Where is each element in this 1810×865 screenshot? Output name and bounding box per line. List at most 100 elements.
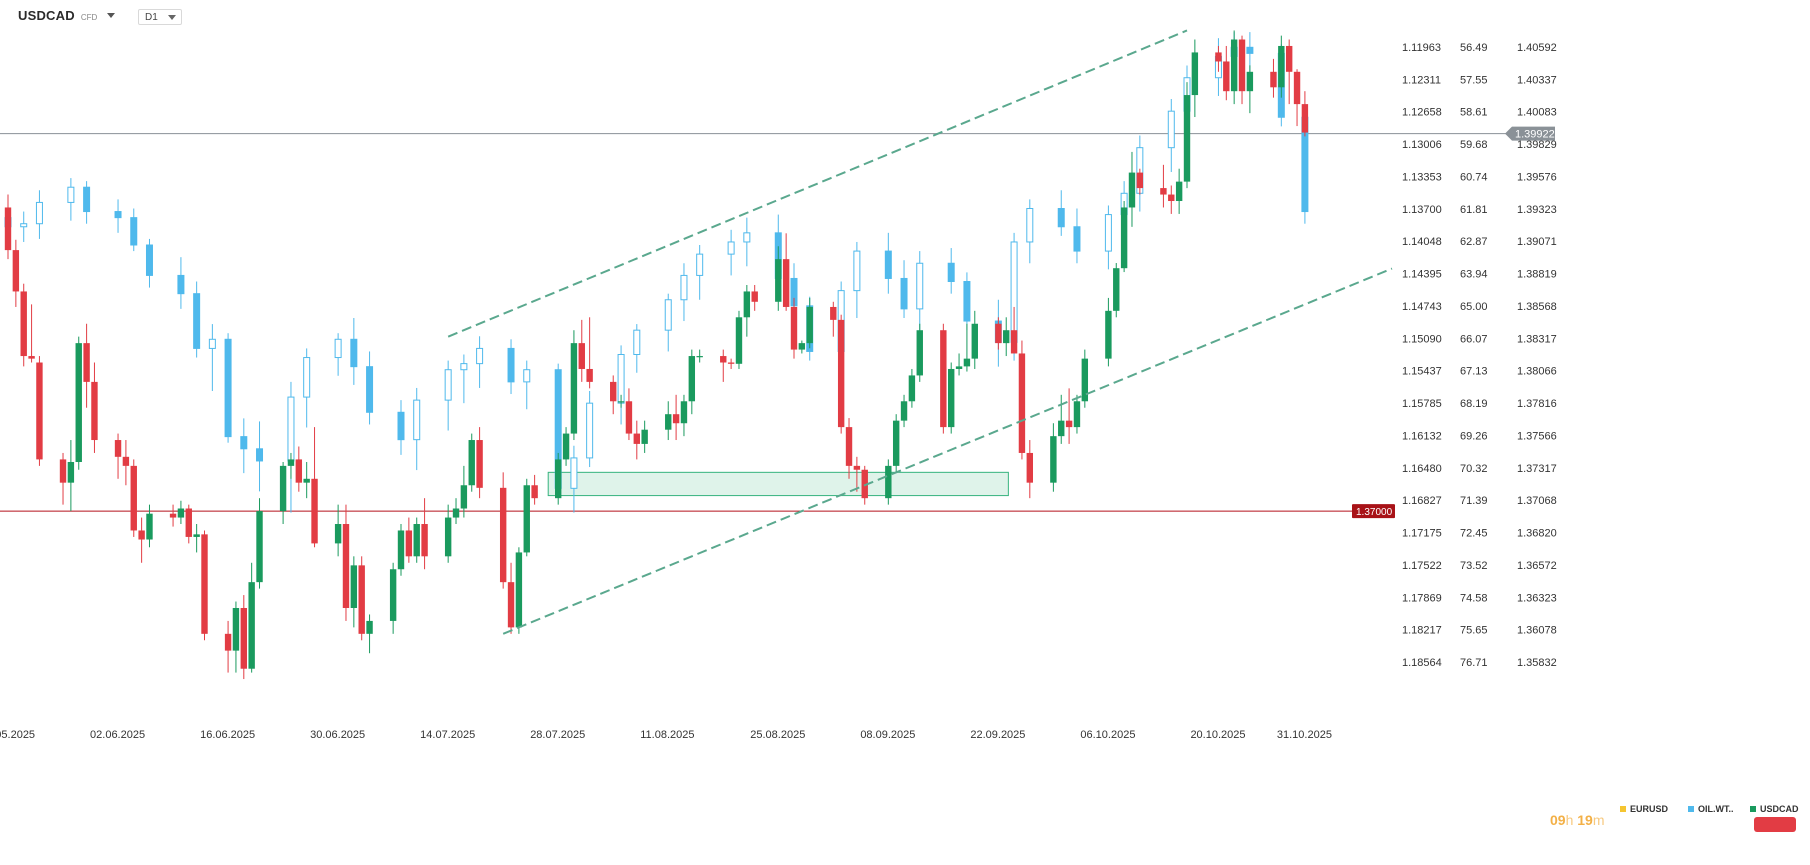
usdcad-candle: [1191, 52, 1199, 96]
oil-tick-label: 66.07: [1460, 333, 1488, 345]
eurusd-tick-label: 1.12658: [1402, 107, 1442, 119]
oil-candle: [303, 357, 311, 398]
oil-tick-label: 68.19: [1460, 398, 1488, 410]
oil-candle: [476, 347, 484, 365]
usdcad-candle: [287, 459, 295, 466]
usdcad-candle: [1223, 61, 1230, 92]
usdcad-candle: [240, 607, 247, 669]
oil-candle: [586, 402, 594, 459]
usdcad-candle: [4, 207, 12, 251]
oil-candle: [397, 411, 405, 441]
usdcad-candle: [1050, 436, 1057, 483]
x-tick-label: 25.08.2025: [750, 729, 805, 741]
usdcad-candle: [122, 456, 130, 466]
eurusd-tick-label: 1.18217: [1402, 625, 1442, 637]
chevron-down-icon[interactable]: [107, 13, 116, 18]
usdcad-candle: [916, 330, 923, 376]
oil-tick-label: 65.00: [1460, 301, 1488, 313]
usdcad-candle: [1168, 194, 1175, 202]
eurusd-tick-label: 1.16480: [1402, 463, 1442, 475]
usdcad-tick-label: 1.35832: [1517, 657, 1557, 669]
oil-candle: [350, 338, 358, 368]
x-tick-label: 30.06.2025: [310, 729, 365, 741]
oil-candle: [287, 396, 295, 462]
usdcad-candle: [114, 440, 122, 457]
chevron-down-icon[interactable]: [168, 15, 176, 20]
usdcad-candle: [130, 465, 137, 531]
x-tick-label: 16.06.2025: [200, 729, 255, 741]
usdcad-candle: [523, 485, 530, 553]
level-tag-label: 1.37000: [1356, 507, 1393, 518]
level-tag: [1352, 504, 1395, 519]
oil-candle: [256, 448, 264, 462]
oil-tick-label: 72.45: [1460, 528, 1488, 540]
usdcad-tick-label: 1.38066: [1517, 366, 1557, 378]
oil-candle: [853, 250, 861, 292]
usdcad-tick-label: 1.37068: [1517, 495, 1557, 507]
usdcad-candle: [169, 513, 177, 518]
usdcad-candle: [1246, 71, 1254, 92]
eurusd-tick-label: 1.13006: [1402, 139, 1442, 151]
eurusd-tick-label: 1.13353: [1402, 171, 1442, 183]
oil-candle: [366, 366, 374, 413]
eurusd-tick-label: 1.16827: [1402, 495, 1442, 507]
usdcad-candle: [531, 485, 538, 499]
usdcad-candle: [177, 508, 185, 518]
legend-item-eurusd[interactable]: EURUSD: [1620, 804, 1668, 814]
x-tick-label: 11.08.2025: [640, 729, 694, 741]
usdcad-tick-label: 1.38819: [1517, 269, 1557, 281]
usdcad-candle: [1175, 181, 1183, 202]
usdcad-candle: [790, 306, 798, 350]
oil-candle: [1167, 110, 1175, 149]
usdcad-candle: [680, 401, 688, 424]
symbol-name: USDCAD: [18, 8, 75, 23]
usdcad-candle: [366, 620, 373, 634]
eurusd-tick-label: 1.14743: [1402, 301, 1442, 313]
usdcad-candle: [562, 433, 570, 460]
usdcad-candle: [971, 323, 978, 359]
oil-tick-label: 70.32: [1460, 463, 1488, 475]
usdcad-candle: [342, 524, 350, 608]
oil-candle: [963, 281, 971, 322]
usdcad-candle: [1003, 330, 1010, 344]
usdcad-candle: [948, 368, 955, 428]
channel-lower-line: [502, 267, 1393, 635]
eurusd-tick-label: 1.14048: [1402, 236, 1442, 248]
timeframe-selector[interactable]: D1: [138, 9, 182, 25]
usdcad-candle: [743, 291, 751, 318]
usdcad-candle: [279, 465, 287, 512]
usdcad-tick-label: 1.38317: [1517, 333, 1557, 345]
usdcad-candle: [806, 306, 813, 344]
usdcad-candle: [955, 366, 963, 369]
eurusd-tick-label: 1.17522: [1402, 560, 1442, 572]
usdcad-candle: [617, 401, 625, 403]
usdcad-candle: [248, 582, 255, 669]
oil-candle: [1104, 214, 1112, 252]
usdcad-candle: [555, 459, 562, 499]
usdcad-candle: [413, 524, 420, 557]
x-tick-label: 19.05.2025: [0, 729, 35, 741]
oil-tick-label: 71.39: [1460, 495, 1488, 507]
usdcad-candle: [36, 362, 43, 460]
usdcad-candle: [193, 534, 200, 537]
channel-upper-line: [447, 29, 1188, 338]
oil-candle: [664, 299, 672, 331]
usdcad-candle: [1128, 172, 1136, 208]
usdcad-candle: [499, 487, 507, 583]
legend-item-usdcad[interactable]: USDCAD: [1750, 804, 1799, 814]
legend-item-oil[interactable]: OIL.WT..: [1688, 804, 1734, 814]
usdcad-tick-label: 1.36820: [1517, 528, 1557, 540]
usdcad-candle: [185, 508, 192, 537]
eurusd-tick-label: 1.12311: [1402, 74, 1441, 86]
oil-tick-label: 75.65: [1460, 625, 1488, 637]
sell-button[interactable]: [1754, 817, 1796, 832]
oil-candle: [523, 369, 531, 383]
oil-candle: [947, 262, 955, 283]
usdcad-candle: [1136, 172, 1144, 189]
usdcad-candle: [727, 362, 735, 364]
legend-swatch: [1750, 806, 1756, 812]
symbol-selector[interactable]: USDCAD CFD: [18, 8, 116, 23]
usdcad-candle: [67, 461, 75, 483]
x-tick-label: 20.10.2025: [1190, 729, 1245, 741]
